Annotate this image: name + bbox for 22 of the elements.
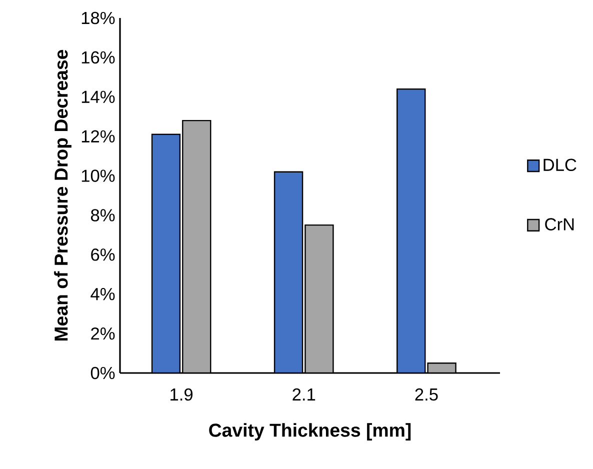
y-tick-label: 0%	[90, 366, 115, 380]
y-tick-label: 8%	[90, 209, 115, 222]
y-tick-label: 12%	[82, 130, 115, 142]
bar	[274, 171, 304, 374]
y-tick-label: 16%	[82, 51, 115, 64]
y-tick-label: 18%	[82, 12, 115, 24]
y-tick-label: 6%	[91, 248, 115, 261]
y-tick-label: 2%	[91, 327, 115, 340]
x-tick-label: 2.5	[415, 388, 438, 401]
bar	[304, 224, 334, 374]
bar	[396, 88, 426, 374]
y-tick-label: 10%	[82, 170, 115, 182]
x-tick-label: 2.1	[292, 388, 316, 400]
y-tick-label: 14%	[82, 90, 115, 103]
x-tick-label: 1.9	[170, 388, 193, 401]
bar	[182, 120, 212, 374]
bar	[151, 134, 181, 374]
y-axis-title: Mean of Pressure Drop Decrease	[54, 50, 72, 341]
y-tick-label: 4%	[90, 288, 115, 300]
legend-label: DLC	[544, 158, 576, 171]
x-axis-title: Cavity Thickness [mm]	[209, 423, 411, 441]
legend-label: CrN	[545, 218, 574, 230]
